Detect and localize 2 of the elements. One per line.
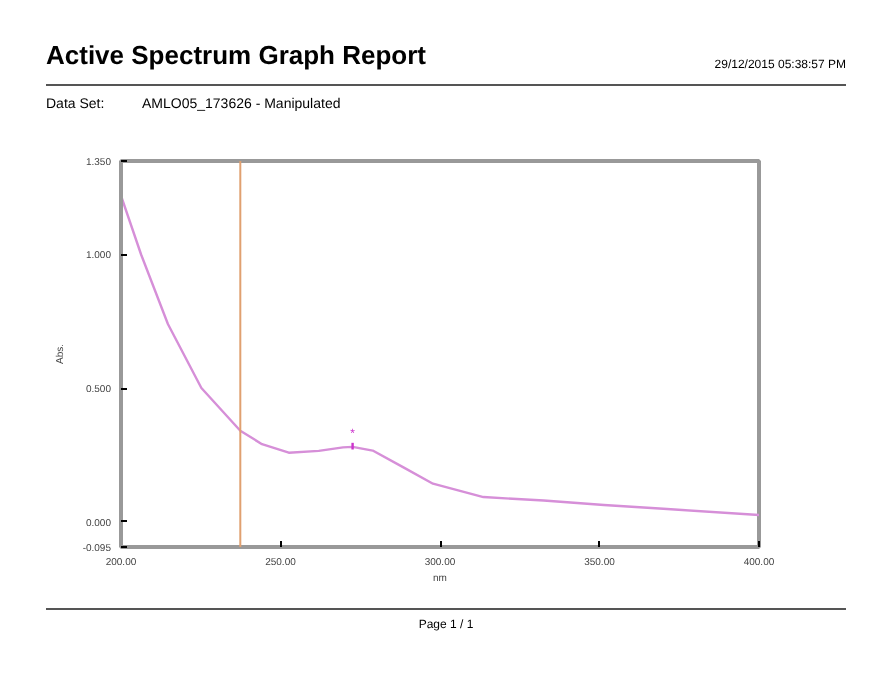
chart-title: Active Spectrum Graph Report <box>46 38 426 74</box>
line-series <box>121 194 759 517</box>
